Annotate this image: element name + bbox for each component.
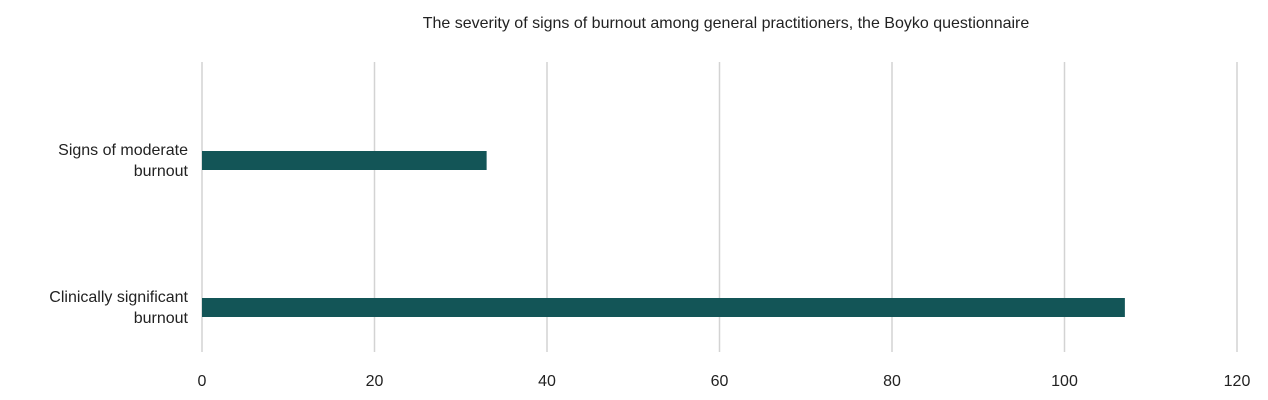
y-tick-label: Signs of moderate burnout [58, 141, 188, 180]
x-tick-label: 120 [1224, 373, 1251, 390]
bar [202, 151, 487, 170]
x-tick-label: 60 [711, 373, 729, 390]
x-tick-label: 0 [198, 373, 207, 390]
x-tick-label: 100 [1051, 373, 1078, 390]
x-tick-label: 20 [366, 373, 384, 390]
chart-title: The severity of signs of burnout among g… [423, 15, 1030, 32]
bar [202, 298, 1125, 317]
x-tick-label: 40 [538, 373, 556, 390]
x-tick-label: 80 [883, 373, 901, 390]
y-tick-label: Clinically significant burnout [49, 288, 188, 327]
